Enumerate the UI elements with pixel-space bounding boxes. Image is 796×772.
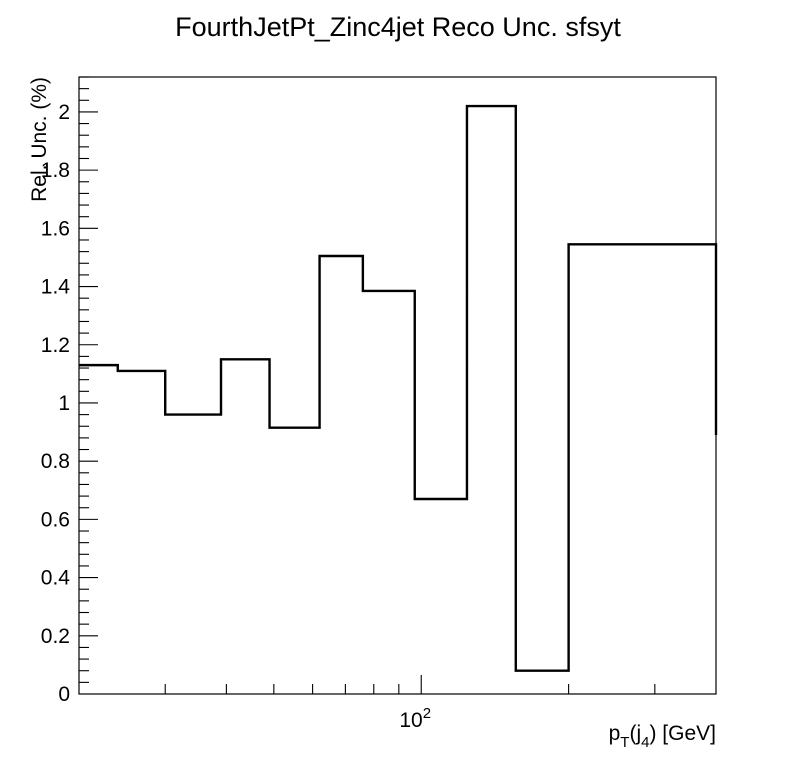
plot-frame xyxy=(78,76,717,695)
y-tick-label: 0 xyxy=(58,683,70,706)
x-axis: 102 xyxy=(164,675,656,732)
chart-title: FourthJetPt_Zinc4jet Reco Unc. sfsyt xyxy=(175,12,621,42)
y-tick-label: 2 xyxy=(58,101,70,124)
y-axis: 0 0.2 0.4 0.6 0.8 1 1.2 1.4 1.6 1.8 2 xyxy=(41,76,98,706)
y-tick-label: 1.2 xyxy=(41,334,70,357)
x-tick-label: 102 xyxy=(399,705,431,732)
histogram-step-line xyxy=(79,104,718,672)
y-tick-label: 0.8 xyxy=(41,450,70,473)
y-tick-label: 0.2 xyxy=(41,625,70,648)
y-tick-label: 1.4 xyxy=(41,276,71,299)
y-tick-label: 0.6 xyxy=(41,508,70,531)
y-tick-label: 0.4 xyxy=(41,567,71,590)
y-tick-label: 1.8 xyxy=(41,159,70,182)
y-axis-label: Rel. Unc. (%) xyxy=(28,77,51,202)
y-tick-label: 1.6 xyxy=(41,217,70,240)
x-axis-label: pT(j4) [GeV] xyxy=(609,722,716,751)
y-tick-label: 1 xyxy=(58,392,70,415)
